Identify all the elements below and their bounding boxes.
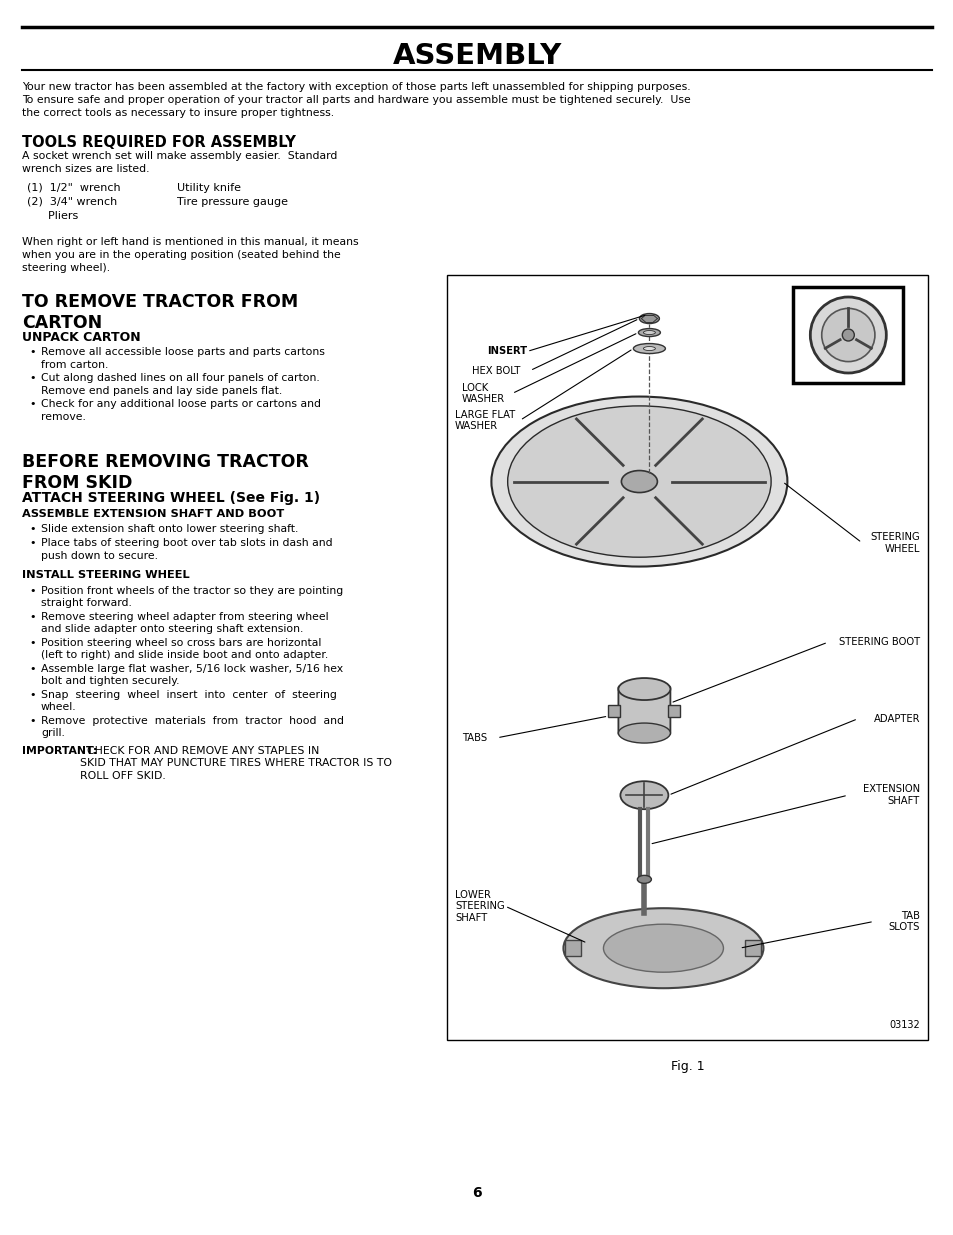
Text: TOOLS REQUIRED FOR ASSEMBLY: TOOLS REQUIRED FOR ASSEMBLY — [22, 135, 295, 149]
Text: 03132: 03132 — [888, 1020, 919, 1030]
Text: •: • — [29, 347, 35, 357]
Ellipse shape — [638, 329, 659, 337]
Text: Cut along dashed lines on all four panels of carton.
Remove end panels and lay s: Cut along dashed lines on all four panel… — [41, 373, 319, 395]
Text: (1)  1/2"  wrench: (1) 1/2" wrench — [27, 183, 120, 193]
FancyBboxPatch shape — [618, 687, 670, 735]
Text: ASSEMBLE EXTENSION SHAFT AND BOOT: ASSEMBLE EXTENSION SHAFT AND BOOT — [22, 509, 284, 519]
Text: TAB
SLOTS: TAB SLOTS — [887, 910, 919, 932]
Text: EXTENSION
SHAFT: EXTENSION SHAFT — [862, 784, 919, 806]
Text: •: • — [29, 611, 35, 621]
Text: INSERT: INSERT — [486, 347, 527, 357]
Ellipse shape — [563, 908, 762, 988]
Text: Tire pressure gauge: Tire pressure gauge — [177, 198, 288, 207]
Ellipse shape — [821, 309, 874, 362]
Text: A socket wrench set will make assembly easier.  Standard
wrench sizes are listed: A socket wrench set will make assembly e… — [22, 151, 337, 174]
Text: Remove all accessible loose parts and parts cartons
from carton.: Remove all accessible loose parts and pa… — [41, 347, 325, 369]
Text: Remove steering wheel adapter from steering wheel
and slide adapter onto steerin: Remove steering wheel adapter from steer… — [41, 611, 328, 635]
Text: CHECK FOR AND REMOVE ANY STAPLES IN
SKID THAT MAY PUNCTURE TIRES WHERE TRACTOR I: CHECK FOR AND REMOVE ANY STAPLES IN SKID… — [80, 746, 392, 781]
Bar — [668, 705, 679, 718]
Text: (2)  3/4" wrench: (2) 3/4" wrench — [27, 198, 117, 207]
Text: Remove  protective  materials  from  tractor  hood  and
grill.: Remove protective materials from tractor… — [41, 715, 344, 739]
Text: STEERING
WHEEL: STEERING WHEEL — [869, 532, 919, 553]
Ellipse shape — [603, 924, 722, 972]
Text: Snap  steering  wheel  insert  into  center  of  steering
wheel.: Snap steering wheel insert into center o… — [41, 689, 336, 713]
Text: Pliers: Pliers — [27, 211, 78, 221]
Ellipse shape — [619, 782, 668, 809]
Text: BEFORE REMOVING TRACTOR
FROM SKID: BEFORE REMOVING TRACTOR FROM SKID — [22, 453, 309, 493]
Text: ASSEMBLY: ASSEMBLY — [392, 42, 561, 70]
Text: •: • — [29, 689, 35, 699]
Text: INSTALL STEERING WHEEL: INSTALL STEERING WHEEL — [22, 571, 190, 580]
Text: STEERING BOOT: STEERING BOOT — [838, 637, 919, 647]
Text: Slide extension shaft onto lower steering shaft.: Slide extension shaft onto lower steerin… — [41, 524, 298, 534]
Text: TABS: TABS — [461, 732, 487, 742]
Text: LOCK
WASHER: LOCK WASHER — [461, 383, 504, 404]
Text: LOWER
STEERING
SHAFT: LOWER STEERING SHAFT — [455, 889, 504, 923]
Text: ADAPTER: ADAPTER — [873, 714, 919, 724]
Text: •: • — [29, 637, 35, 647]
Text: Position front wheels of the tractor so they are pointing
straight forward.: Position front wheels of the tractor so … — [41, 585, 343, 609]
Ellipse shape — [809, 296, 885, 373]
Bar — [608, 705, 619, 718]
Ellipse shape — [841, 329, 854, 341]
Ellipse shape — [637, 876, 651, 883]
Text: Place tabs of steering boot over tab slots in dash and
push down to secure.: Place tabs of steering boot over tab slo… — [41, 538, 333, 561]
Text: •: • — [29, 524, 35, 534]
Text: •: • — [29, 715, 35, 725]
Ellipse shape — [618, 678, 670, 700]
Bar — [793, 287, 902, 383]
Ellipse shape — [618, 722, 670, 743]
Ellipse shape — [642, 347, 655, 351]
Text: Utility knife: Utility knife — [177, 183, 241, 193]
Ellipse shape — [620, 471, 657, 493]
Ellipse shape — [633, 343, 664, 353]
Text: LARGE FLAT
WASHER: LARGE FLAT WASHER — [455, 410, 515, 431]
Text: •: • — [29, 373, 35, 383]
Text: Assemble large flat washer, 5/16 lock washer, 5/16 hex
bolt and tighten securely: Assemble large flat washer, 5/16 lock wa… — [41, 663, 343, 687]
Text: ATTACH STEERING WHEEL (See Fig. 1): ATTACH STEERING WHEEL (See Fig. 1) — [22, 492, 320, 505]
Text: •: • — [29, 538, 35, 548]
Bar — [744, 940, 760, 956]
Text: UNPACK CARTON: UNPACK CARTON — [22, 331, 140, 345]
Text: •: • — [29, 399, 35, 409]
Text: Position steering wheel so cross bars are horizontal
(left to right) and slide i: Position steering wheel so cross bars ar… — [41, 637, 328, 661]
Text: 6: 6 — [472, 1186, 481, 1200]
Ellipse shape — [507, 406, 770, 557]
Ellipse shape — [639, 314, 659, 324]
Text: Fig. 1: Fig. 1 — [670, 1060, 703, 1073]
Text: •: • — [29, 663, 35, 673]
Ellipse shape — [528, 447, 750, 550]
Text: Check for any additional loose parts or cartons and
remove.: Check for any additional loose parts or … — [41, 399, 320, 422]
Ellipse shape — [642, 331, 655, 335]
Text: •: • — [29, 585, 35, 595]
Text: IMPORTANT:: IMPORTANT: — [22, 746, 97, 756]
Text: Your new tractor has been assembled at the factory with exception of those parts: Your new tractor has been assembled at t… — [22, 82, 690, 119]
Bar — [565, 940, 580, 956]
Bar — [447, 275, 927, 1040]
Text: When right or left hand is mentioned in this manual, it means
when you are in th: When right or left hand is mentioned in … — [22, 237, 358, 273]
Text: HEX BOLT: HEX BOLT — [472, 366, 519, 375]
Text: TO REMOVE TRACTOR FROM
CARTON: TO REMOVE TRACTOR FROM CARTON — [22, 293, 298, 332]
Ellipse shape — [491, 396, 786, 567]
